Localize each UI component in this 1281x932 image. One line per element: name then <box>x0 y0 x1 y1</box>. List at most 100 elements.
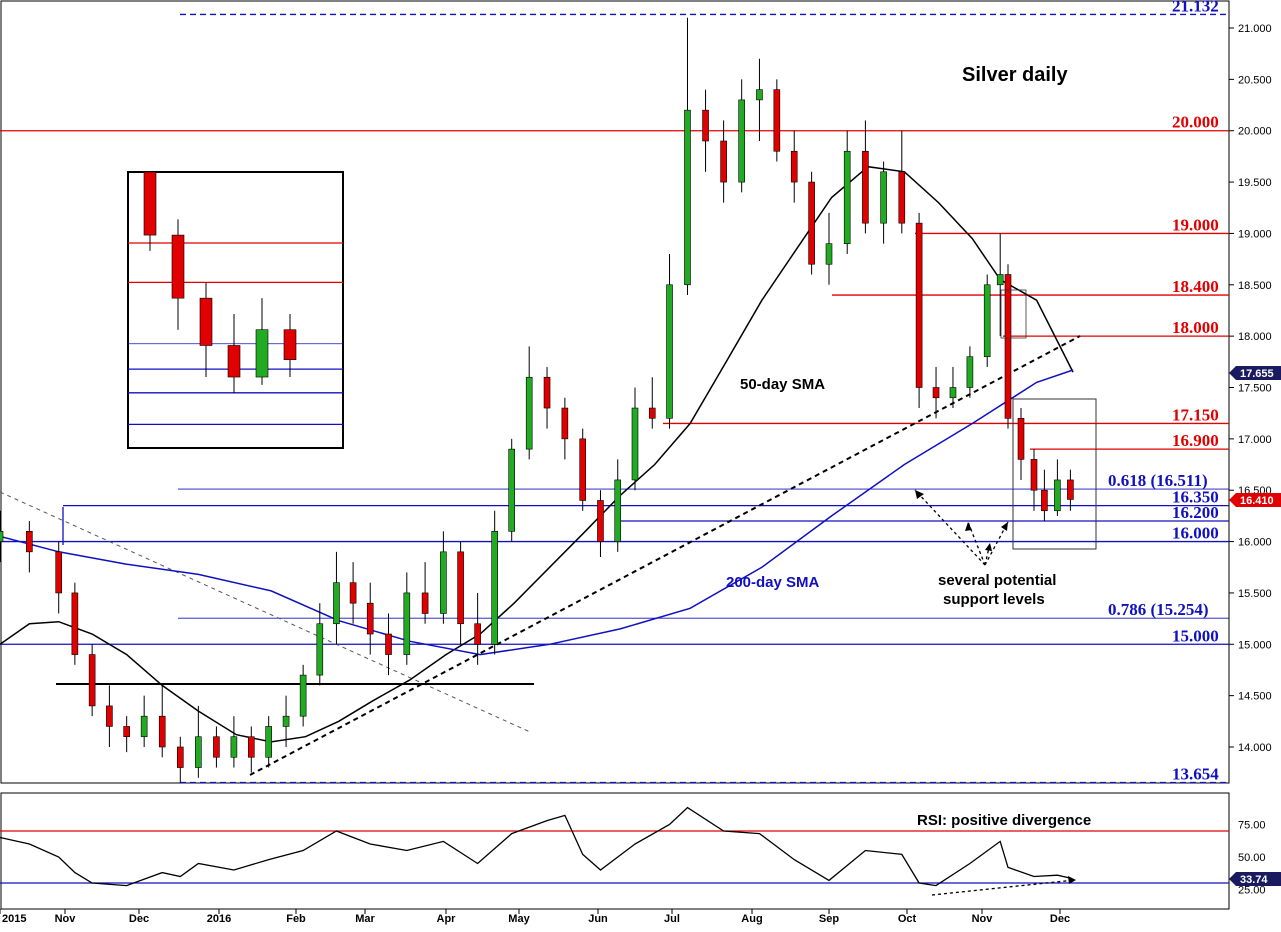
inset-candle-body <box>283 329 297 360</box>
inset-candle-body <box>227 345 241 378</box>
candle-body <box>525 376 533 450</box>
rsi-line <box>0 806 1071 887</box>
level-label: 0.786 (15.254) <box>1108 600 1209 619</box>
candle-body <box>648 407 656 419</box>
x-tick-label: Jun <box>588 913 608 925</box>
candle-body <box>282 715 290 727</box>
y-axis-ticks: 14.00014.50015.00015.50016.00016.50017.0… <box>1229 23 1272 754</box>
highlight-box <box>1000 289 1027 339</box>
x-tick-label: Nov <box>972 913 994 925</box>
inset-frame <box>127 171 344 449</box>
candle-body <box>597 500 604 542</box>
candle-body <box>213 736 220 758</box>
inset-candle-body <box>255 329 269 378</box>
candle-body <box>140 715 148 738</box>
x-tick-label: May <box>508 913 530 925</box>
current-price-value: 16.410 <box>1240 495 1274 507</box>
candle-body <box>195 736 202 768</box>
candle-body <box>26 530 33 553</box>
y-tick-label: 21.000 <box>1238 23 1272 35</box>
level-label: 0.618 (16.511) <box>1108 471 1208 490</box>
arrow-head <box>915 490 924 499</box>
x-axis-ticks: 2015 Nov Dec 2016 Feb Mar Apr May Jun Jul Aug Sep Oc… <box>0 909 1070 925</box>
arrow-head <box>1068 876 1076 884</box>
candle-body <box>773 89 781 152</box>
x-tick-label: Apr <box>437 913 457 925</box>
sma-value-tag-bg <box>1229 366 1281 380</box>
support-note-line2: support levels <box>943 591 1045 608</box>
inset-candle-body <box>199 297 213 346</box>
x-tick-label: Dec <box>129 913 149 925</box>
candle-body <box>385 633 392 655</box>
candle-body <box>949 387 957 399</box>
y-tick-label: 19.000 <box>1238 228 1272 240</box>
candle-body <box>720 140 727 183</box>
x-tick-label: Sep <box>819 913 839 925</box>
candle-body <box>176 746 184 768</box>
y-tick-label: 15.000 <box>1238 639 1272 651</box>
level-label: 16.200 <box>1172 503 1219 522</box>
candles <box>0 17 1074 783</box>
arrow-head <box>985 543 992 551</box>
sma50-label: 50-day SMA <box>740 376 825 393</box>
y-tick-label: 18.000 <box>1238 331 1272 343</box>
candle-body <box>843 150 851 244</box>
candle-body <box>491 530 498 645</box>
candle-body <box>316 623 324 676</box>
horizontal-levels: 21.132 20.000 19.000 18.400 18.000 17.150 16.9… <box>0 0 1229 784</box>
x-tick-label: 2016 <box>207 913 231 925</box>
y-tick-label: 19.500 <box>1238 177 1272 189</box>
candle-body <box>808 181 815 265</box>
sma200-label: 200-day SMA <box>726 574 820 591</box>
candle-body <box>756 89 763 101</box>
candle-body <box>1017 418 1025 460</box>
candle-body <box>983 284 991 357</box>
candle-body <box>666 284 673 419</box>
candle-body <box>1030 459 1038 491</box>
candle-body <box>106 705 113 727</box>
candle-body <box>474 623 481 645</box>
candle-body <box>440 551 447 614</box>
candle-body <box>825 243 833 265</box>
candle-body <box>349 582 357 604</box>
arrow-heads <box>915 490 1076 884</box>
chart-title: Silver daily <box>962 64 1068 86</box>
rsi-tick-label: 25.00 <box>1238 885 1266 897</box>
candle-body <box>702 109 709 142</box>
level-label: 21.132 <box>1172 0 1219 15</box>
y-tick-label: 17.500 <box>1238 383 1272 395</box>
rsi-value-tag-bg <box>1229 872 1281 886</box>
candle-body <box>457 551 464 625</box>
zoom-box <box>1012 398 1097 550</box>
current-price-tag-bg <box>1229 493 1281 507</box>
candle-body <box>1054 479 1061 512</box>
sma200-line <box>0 369 1074 656</box>
inset-zoom-panel <box>127 171 344 449</box>
candle-body <box>1067 479 1074 500</box>
y-tick-label: 15.500 <box>1238 588 1272 600</box>
rsi-label: RSI: positive divergence <box>917 812 1091 829</box>
candle-body <box>966 356 974 388</box>
candle-body <box>71 592 79 655</box>
level-label: 20.000 <box>1172 113 1219 132</box>
level-label: 15.000 <box>1172 626 1219 645</box>
y-tick-label: 14.000 <box>1238 742 1272 754</box>
candle-body <box>543 376 551 409</box>
x-tick-label: Oct <box>898 913 917 925</box>
candle-body <box>265 726 272 758</box>
candle-body <box>1004 274 1012 419</box>
arrow-head <box>965 522 972 531</box>
candle-body <box>230 736 238 758</box>
candle-body <box>738 99 745 183</box>
level-label: 16.900 <box>1172 431 1219 450</box>
rsi-value: 33.74 <box>1240 874 1268 886</box>
candle-body <box>996 274 1004 286</box>
candle-body <box>55 551 63 594</box>
level-label: 16.350 <box>1172 488 1219 507</box>
support-note-line1: several potential <box>938 572 1056 589</box>
level-label: 16.000 <box>1172 524 1219 543</box>
y-tick-label: 14.500 <box>1238 691 1272 703</box>
level-label: 18.000 <box>1172 318 1219 337</box>
y-tick-label: 16.000 <box>1238 537 1272 549</box>
